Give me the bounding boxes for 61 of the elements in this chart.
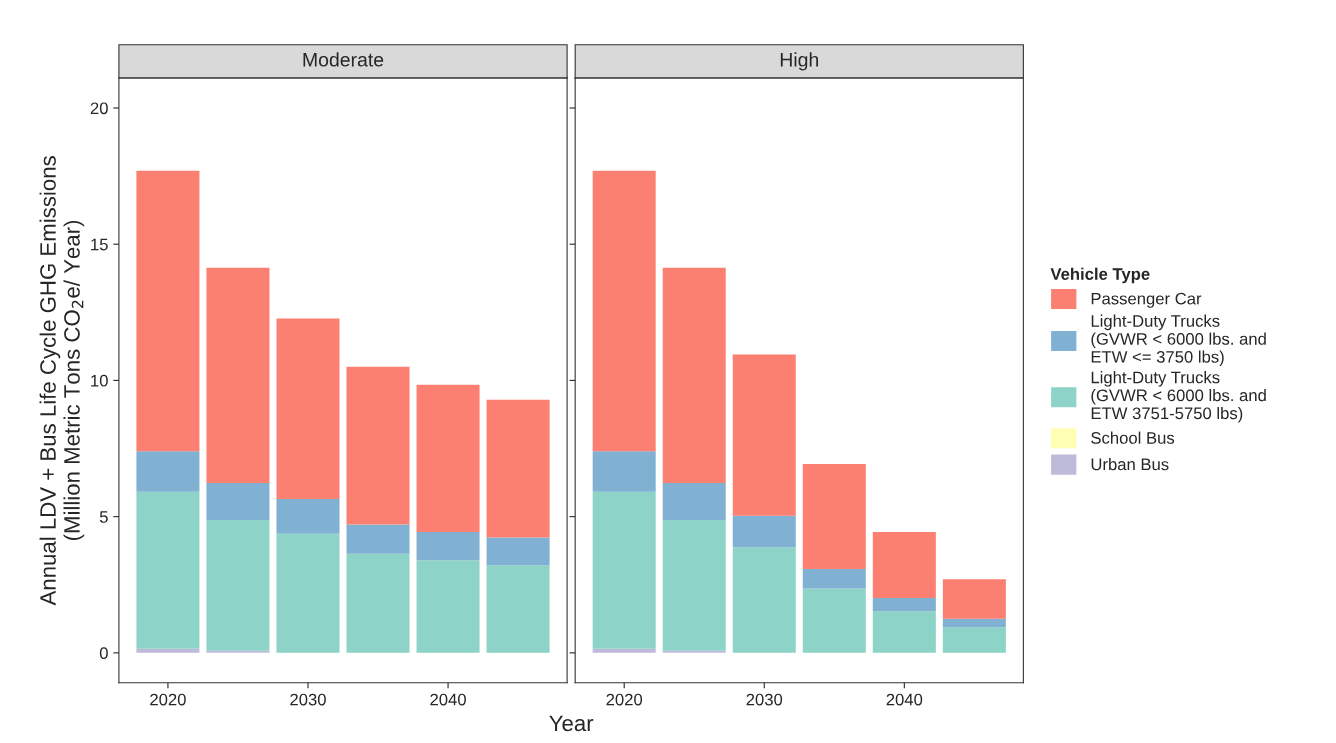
- bar: [592, 491, 656, 649]
- bar: [206, 519, 270, 651]
- bar: [416, 531, 480, 561]
- legend-label: School Bus: [1091, 431, 1175, 444]
- y-tick-label: 5: [99, 511, 108, 523]
- x-tick-label: 2040: [430, 693, 466, 706]
- y-tick-label: 15: [91, 238, 108, 251]
- bar: [276, 498, 340, 534]
- bar: [346, 366, 410, 525]
- bar: [136, 451, 200, 492]
- bar: [416, 560, 480, 653]
- bar: [732, 515, 796, 548]
- legend-label: Urban Bus: [1091, 458, 1169, 471]
- y-tick-label: 10: [91, 374, 108, 387]
- y-tick-label: 20: [90, 102, 108, 115]
- legend-label: Passenger Car: [1091, 292, 1202, 308]
- bar: [802, 568, 866, 589]
- chart-title: Moderate: [303, 52, 384, 67]
- bar: [346, 524, 410, 554]
- bar: [206, 650, 270, 653]
- bar: [136, 491, 200, 649]
- y-axis-title: Annual LDV + Bus Life Cycle GHG Emissions (Million Metric Tons CO$_{2}$e/ Year): [39, 156, 85, 606]
- bar: [732, 354, 796, 516]
- legend-label: Light-Duty Trucks (GVWR < 6000 lbs. and ETW <= 3750 lbs): [1091, 314, 1266, 367]
- y-tick-label: 0: [99, 647, 108, 660]
- bar: [662, 519, 726, 651]
- bar: [662, 483, 726, 520]
- chart-title: High: [780, 52, 819, 71]
- bar: [872, 598, 936, 612]
- bar: [592, 170, 656, 452]
- legend-label: Light-Duty Trucks (GVWR < 6000 lbs. and ETW 3751-5750 lbs): [1091, 371, 1266, 423]
- x-tick-label: 2020: [150, 693, 186, 706]
- x-tick-label: 2030: [290, 693, 326, 706]
- x-tick-label: 2040: [886, 693, 923, 706]
- bar: [662, 650, 726, 653]
- bar: [592, 451, 656, 492]
- bar: [136, 648, 200, 653]
- bar: [592, 648, 656, 653]
- bar: [802, 464, 866, 569]
- bar: [872, 611, 936, 653]
- bar: [416, 384, 480, 532]
- x-tick-label: 2030: [746, 693, 783, 706]
- bar: [942, 618, 1006, 628]
- bar: [486, 537, 550, 566]
- bar: [872, 531, 936, 599]
- bar: [276, 318, 340, 499]
- bar: [486, 565, 550, 653]
- x-tick-label: 2020: [606, 693, 643, 706]
- bar: [732, 547, 796, 653]
- bar: [942, 579, 1006, 619]
- bar: [942, 627, 1006, 653]
- bar: [346, 553, 410, 653]
- bar: [802, 588, 866, 653]
- x-axis-title: Year: [549, 715, 594, 732]
- bar: [486, 399, 550, 538]
- legend-title: Vehicle Type: [1050, 267, 1150, 284]
- bar: [206, 267, 270, 484]
- bar: [136, 170, 200, 452]
- bar: [206, 483, 270, 520]
- bar: [276, 533, 340, 653]
- bar: [662, 267, 726, 484]
